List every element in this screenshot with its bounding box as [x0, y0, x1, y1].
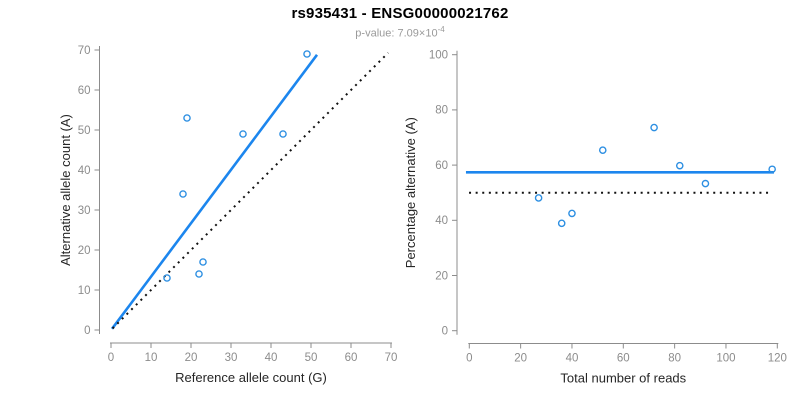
x-tick-label: 0: [108, 352, 114, 364]
identity-line: [111, 52, 389, 330]
x-tick-label: 100: [716, 353, 735, 365]
data-point: [557, 219, 566, 228]
data-point: [534, 194, 543, 202]
y-tick-label: 30: [78, 205, 91, 217]
x-tick-label: 0: [466, 353, 472, 365]
data-point: [163, 274, 171, 282]
subtitle-exponent: -4: [437, 25, 445, 34]
y-tick-label: 0: [442, 326, 448, 338]
x-axis: [468, 343, 779, 349]
y-tick-label: 80: [435, 105, 448, 117]
x-axis: [110, 342, 392, 348]
x-tick-label: 30: [225, 352, 238, 364]
data-point: [568, 209, 576, 218]
y-axis-title: Alternative allele count (A): [58, 114, 73, 266]
subtitle-mantissa: 7.09×10: [397, 27, 438, 40]
fit-line: [110, 54, 319, 330]
y-tick-label: 0: [84, 325, 90, 337]
y-axis: [452, 50, 458, 335]
x-axis-title: Total number of reads: [560, 371, 686, 386]
data-point: [239, 130, 247, 138]
data-point: [768, 165, 776, 174]
x-tick-label: 10: [145, 352, 158, 364]
data-point: [650, 123, 658, 132]
y-tick-label: 10: [78, 285, 91, 297]
data-point: [701, 179, 710, 188]
x-tick-label: 40: [566, 353, 579, 365]
data-point: [303, 50, 311, 58]
data-point: [279, 130, 287, 138]
chart-title: rs935431 - ENSG00000021762: [291, 5, 509, 22]
x-tick-label: 20: [514, 353, 527, 365]
y-tick-label: 100: [429, 50, 448, 62]
y-tick-label: 50: [78, 125, 91, 137]
data-point: [598, 146, 607, 154]
subtitle-prefix: p-value:: [355, 27, 398, 40]
x-tick-label: 120: [768, 353, 787, 365]
y-tick-label: 60: [78, 85, 91, 97]
data-point: [179, 190, 187, 198]
y-tick-label: 20: [78, 245, 91, 257]
plot-left: 0 10 20 30 40 50 60 70 0 10 20 30 40 50 60 70 Reference …: [58, 45, 397, 385]
data-point: [675, 161, 684, 170]
data-points: [534, 123, 776, 228]
x-tick-label: 50: [305, 352, 318, 364]
data-point: [183, 114, 191, 122]
data-point: [199, 258, 207, 266]
x-tick-label: 60: [617, 353, 630, 365]
x-axis-title: Reference allele count (G): [175, 370, 327, 385]
data-point: [195, 270, 203, 278]
x-tick-label: 40: [265, 352, 278, 364]
y-tick-label: 60: [435, 160, 448, 172]
chart-subtitle: p-value: 7.09×10-4: [0, 25, 800, 40]
x-tick-label: 20: [185, 352, 198, 364]
y-tick-label: 40: [78, 165, 91, 177]
y-tick-label: 70: [78, 45, 91, 57]
x-tick-label: 60: [345, 352, 358, 364]
x-tick-label: 80: [668, 353, 681, 365]
y-axis: [94, 46, 100, 334]
y-axis-title: Percentage alternative (A): [403, 117, 418, 268]
data-points: [163, 50, 311, 282]
x-tick-label: 70: [385, 352, 398, 364]
y-tick-label: 20: [435, 270, 448, 282]
plot-right: 0 20 40 60 80 100 0 20 40 60 80 100 120 Total number …: [403, 50, 787, 386]
y-tick-label: 40: [435, 215, 448, 227]
